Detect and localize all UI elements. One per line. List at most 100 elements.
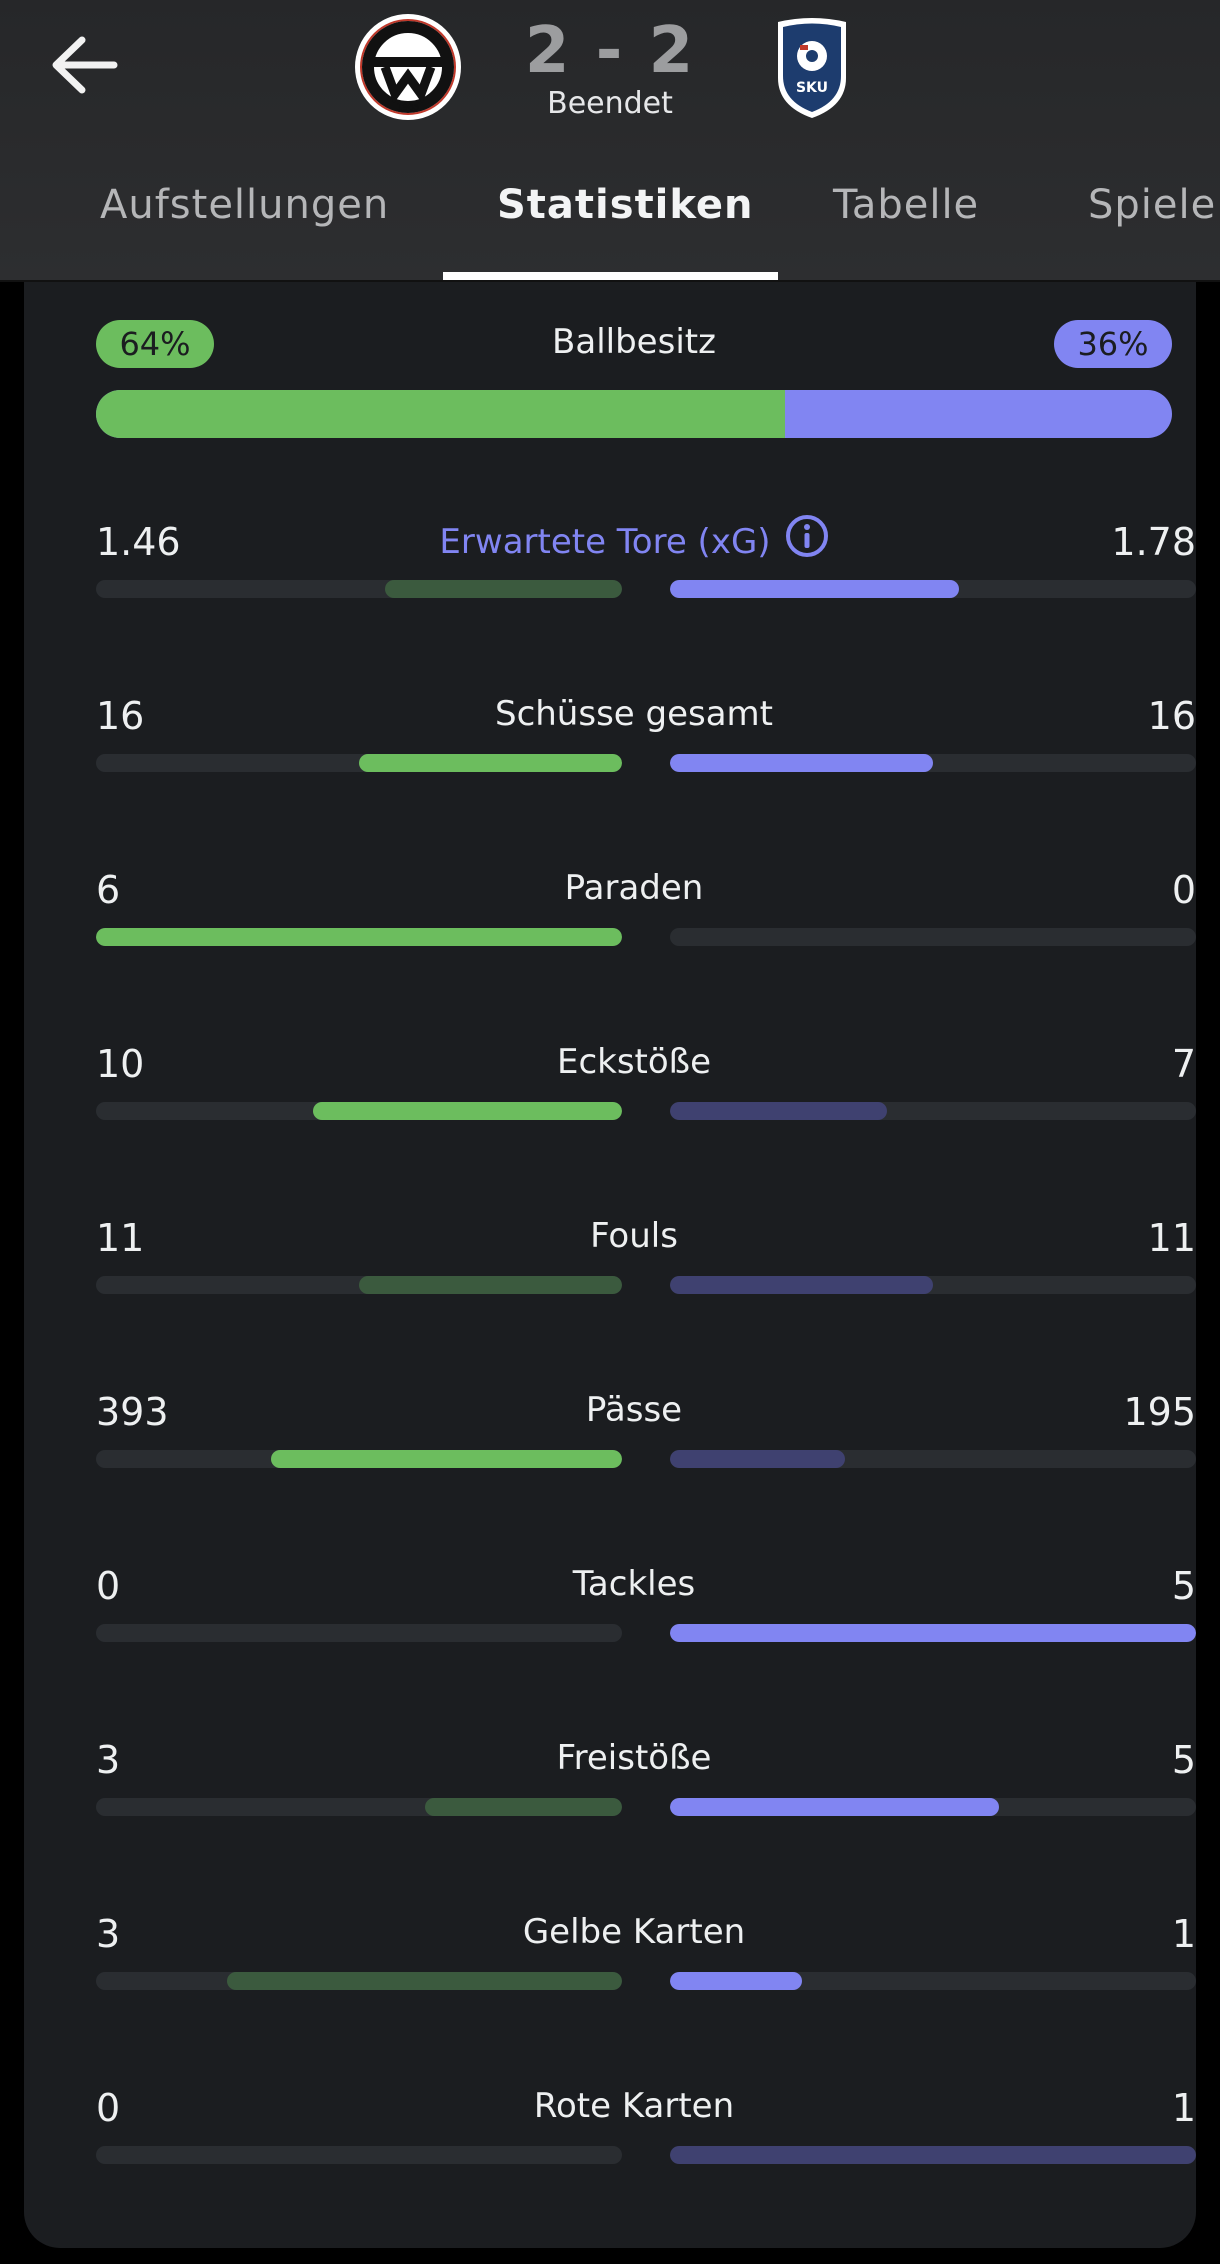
away-stat-fill [670, 754, 933, 772]
back-arrow-icon[interactable] [48, 30, 126, 100]
stat-row: 0 Rote Karten 1 [72, 2086, 1196, 2196]
statistics-card: 64% Ballbesitz 36% 1.46 Erwartete Tore (x… [24, 230, 1196, 2248]
away-stat-value: 16 [1147, 694, 1196, 738]
stat-label-text: Schüsse gesamt [494, 694, 774, 734]
home-stat-fill [359, 1276, 622, 1294]
home-stat-bar [96, 1450, 622, 1468]
stat-label[interactable]: Erwartete Tore (xG) [72, 515, 1196, 567]
home-stat-bar [96, 928, 622, 946]
home-stat-fill [313, 1102, 622, 1120]
away-stat-bar [670, 1624, 1196, 1642]
stat-label: Schüsse gesamt [72, 694, 1196, 734]
stat-row: 1.46 Erwartete Tore (xG) 1.78 [72, 515, 1196, 630]
stat-row: 6 Paraden 0 [72, 868, 1196, 978]
away-stat-bar [670, 1102, 1196, 1120]
away-team-crest-icon[interactable]: SKU [774, 16, 850, 120]
away-stat-value: 195 [1123, 1390, 1196, 1434]
away-possession-badge: 36% [1054, 320, 1172, 368]
home-stat-bar [96, 754, 622, 772]
home-stat-value: 11 [96, 1216, 145, 1260]
away-stat-fill [670, 1798, 999, 1816]
stat-label-text: Eckstöße [556, 1042, 712, 1082]
home-stat-fill [227, 1972, 622, 1990]
stat-row: 3 Freistöße 5 [72, 1738, 1196, 1848]
stat-label-text: Paraden [564, 868, 704, 908]
away-stat-bar [670, 2146, 1196, 2164]
stat-label: Gelbe Karten [72, 1912, 1196, 1952]
stat-row: 3 Gelbe Karten 1 [72, 1912, 1196, 2022]
away-stat-fill [670, 1450, 845, 1468]
match-score: 2 - 2 [524, 14, 696, 88]
stat-row: 393 Pässe 195 [72, 1390, 1196, 1500]
stat-label: Pässe [72, 1390, 1196, 1430]
away-stat-fill [670, 580, 959, 598]
away-stat-value: 5 [1171, 1564, 1196, 1608]
info-icon[interactable] [785, 514, 829, 567]
stat-label: Paraden [72, 868, 1196, 908]
home-stat-fill [271, 1450, 622, 1468]
stat-label: Eckstöße [72, 1042, 1196, 1082]
stat-row: 11 Fouls 11 [72, 1216, 1196, 1326]
tab-tabelle[interactable]: Tabelle [833, 182, 980, 228]
tab-aufstellungen[interactable]: Aufstellungen [100, 182, 390, 228]
possession-label: Ballbesitz [552, 322, 716, 362]
stat-label: Fouls [72, 1216, 1196, 1256]
home-stat-value: 3 [96, 1912, 121, 1956]
stat-label: Rote Karten [72, 2086, 1196, 2126]
away-stat-bar [670, 928, 1196, 946]
stat-label-text: Freistöße [556, 1738, 712, 1778]
away-stat-value: 1.78 [1111, 520, 1196, 564]
away-stat-value: 1 [1171, 1912, 1196, 1956]
stat-label: Tackles [72, 1564, 1196, 1604]
home-stat-bar [96, 1798, 622, 1816]
active-tab-indicator [443, 272, 778, 280]
home-stat-bar [96, 2146, 622, 2164]
away-stat-fill [670, 2146, 1196, 2164]
stat-row: 16 Schüsse gesamt 16 [72, 694, 1196, 804]
away-stat-value: 11 [1147, 1216, 1196, 1260]
away-stat-bar [670, 1276, 1196, 1294]
home-possession-badge: 64% [96, 320, 214, 368]
away-stat-bar [670, 1798, 1196, 1816]
away-stat-value: 0 [1171, 868, 1196, 912]
stat-label-text: Tackles [572, 1564, 696, 1604]
away-stat-value: 7 [1171, 1042, 1196, 1086]
svg-text:1985: 1985 [397, 103, 420, 113]
home-stat-value: 0 [96, 1564, 121, 1608]
match-status: Beendet [547, 86, 673, 121]
tab-bar: Aufstellungen Statistiken Tabelle Spiele [0, 182, 1220, 280]
away-stat-bar [670, 580, 1196, 598]
away-stat-fill [670, 1102, 887, 1120]
home-stat-value: 0 [96, 2086, 121, 2130]
match-header: 1985 2 - 2 Beendet SKU Aufstellungen Sta… [0, 0, 1220, 280]
home-stat-bar [96, 580, 622, 598]
tab-statistiken[interactable]: Statistiken [497, 182, 754, 228]
away-stat-bar [670, 1972, 1196, 1990]
home-stat-fill [425, 1798, 622, 1816]
stat-label-text: Pässe [585, 1390, 683, 1430]
away-stat-fill [670, 1624, 1196, 1642]
stat-row: 0 Tackles 5 [72, 1564, 1196, 1674]
away-stat-fill [670, 1276, 933, 1294]
home-stat-value: 393 [96, 1390, 169, 1434]
home-stat-bar [96, 1624, 622, 1642]
home-team-crest-icon[interactable]: 1985 [353, 12, 463, 122]
home-stat-fill [359, 754, 622, 772]
stat-label-text: Erwartete Tore (xG) [439, 522, 771, 562]
stat-label-text: Fouls [590, 1216, 678, 1256]
stat-label-text: Rote Karten [533, 2086, 735, 2126]
svg-text:SKU: SKU [796, 80, 828, 96]
possession-row: 64% Ballbesitz 36% [72, 320, 1172, 438]
home-possession-fill [96, 390, 785, 438]
tab-spiele[interactable]: Spiele [1088, 182, 1217, 228]
away-stat-bar [670, 1450, 1196, 1468]
home-stat-bar [96, 1972, 622, 1990]
home-stat-bar [96, 1276, 622, 1294]
home-stat-fill [96, 928, 622, 946]
away-stat-value: 1 [1171, 2086, 1196, 2130]
home-stat-value: 6 [96, 868, 121, 912]
home-stat-fill [385, 580, 622, 598]
stat-label: Freistöße [72, 1738, 1196, 1778]
possession-bar [96, 390, 1172, 438]
stat-label-text: Gelbe Karten [522, 1912, 746, 1952]
